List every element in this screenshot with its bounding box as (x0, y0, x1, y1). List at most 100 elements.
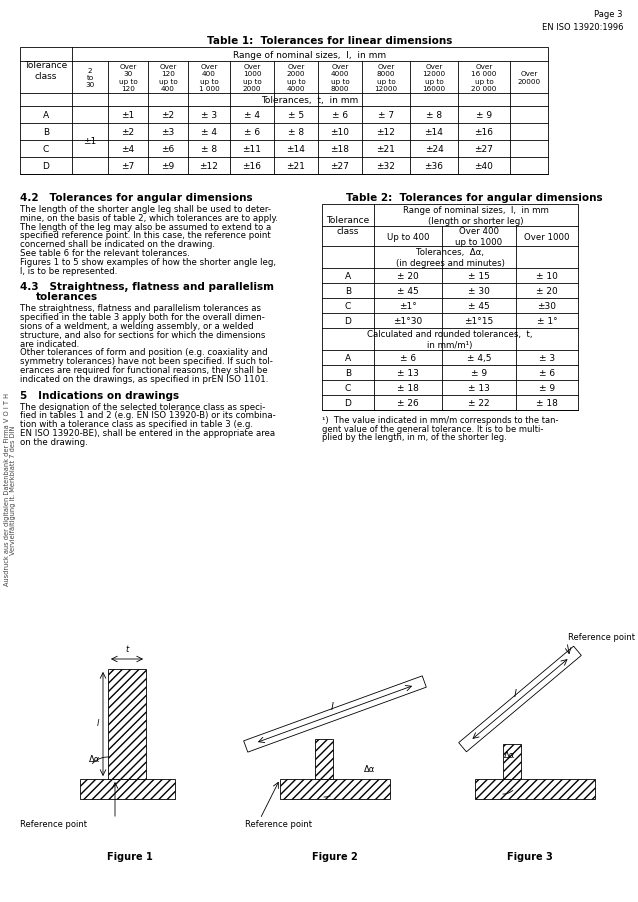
Text: ±21: ±21 (376, 145, 396, 154)
Text: Over
1000
up to
2000: Over 1000 up to 2000 (242, 64, 262, 92)
Text: ±16: ±16 (475, 128, 494, 137)
Text: l: l (96, 719, 99, 728)
Text: Reference point: Reference point (568, 633, 635, 642)
Bar (322, 205, 578, 410)
Text: ±10: ±10 (330, 128, 350, 137)
Text: fied in tables 1 and 2 (e.g. EN ISO 13920-B) or its combina-: fied in tables 1 and 2 (e.g. EN ISO 1392… (20, 411, 276, 420)
Text: ± 6: ± 6 (400, 354, 416, 363)
Text: ±36: ±36 (424, 161, 443, 170)
Text: The length of the shorter angle leg shall be used to deter-: The length of the shorter angle leg shal… (20, 205, 271, 214)
Text: Over
30
up to
120: Over 30 up to 120 (119, 64, 137, 92)
Text: on the drawing.: on the drawing. (20, 437, 88, 446)
Text: Over
4000
up to
8000: Over 4000 up to 8000 (330, 64, 350, 92)
Text: ± 9: ± 9 (476, 111, 492, 120)
Text: are indicated.: are indicated. (20, 339, 79, 348)
Bar (503, 744, 521, 779)
Text: ± 4: ± 4 (244, 111, 260, 120)
Text: ± 13: ± 13 (397, 369, 419, 378)
Text: Figures 1 to 5 show examples of how the shorter angle leg,: Figures 1 to 5 show examples of how the … (20, 257, 276, 266)
Text: Figure 2: Figure 2 (312, 851, 358, 861)
Text: See table 6 for the relevant tolerances.: See table 6 for the relevant tolerances. (20, 249, 189, 258)
Text: A: A (345, 354, 351, 363)
Text: Over
16 000
up to
20 000: Over 16 000 up to 20 000 (471, 64, 497, 92)
Text: ±40: ±40 (475, 161, 493, 170)
Text: Over
20000: Over 20000 (517, 71, 540, 85)
Text: plied by the length, in m, of the shorter leg.: plied by the length, in m, of the shorte… (322, 433, 507, 441)
Text: The straightness, flatness and parallelism tolerances as: The straightness, flatness and paralleli… (20, 304, 261, 313)
Text: ± 4,5: ± 4,5 (467, 354, 491, 363)
Text: ± 30: ± 30 (468, 287, 490, 296)
Text: ±1°30: ±1°30 (394, 317, 422, 326)
Text: Over
12000
up to
16000: Over 12000 up to 16000 (422, 64, 445, 92)
Text: ± 4: ± 4 (201, 128, 217, 137)
Text: Other tolerances of form and position (e.g. coaxiality and: Other tolerances of form and position (e… (20, 348, 267, 357)
Text: ±6: ±6 (161, 145, 175, 154)
Text: Over
8000
up to
12000: Over 8000 up to 12000 (375, 64, 397, 92)
Text: ±7: ±7 (121, 161, 135, 170)
Text: ± 20: ± 20 (536, 287, 558, 296)
Text: ± 8: ± 8 (426, 111, 442, 120)
Text: indicated on the drawings, as specified in prEN ISO 1101.: indicated on the drawings, as specified … (20, 374, 269, 383)
Text: gent value of the general tolerance. It is to be multi-: gent value of the general tolerance. It … (322, 424, 544, 433)
Text: erances are required for functional reasons, they shall be: erances are required for functional reas… (20, 365, 267, 374)
Bar (475, 779, 595, 799)
Text: specified in the table 3 apply both for the overall dimen-: specified in the table 3 apply both for … (20, 313, 265, 322)
Text: B: B (345, 287, 351, 296)
Text: symmetry tolerances) have not been specified. If such tol-: symmetry tolerances) have not been speci… (20, 357, 273, 366)
Text: ± 1°: ± 1° (537, 317, 558, 326)
Text: ±16: ±16 (242, 161, 262, 170)
Text: B: B (43, 128, 49, 137)
Text: ± 5: ± 5 (288, 111, 304, 120)
Text: ±14: ±14 (286, 145, 306, 154)
Text: ±32: ±32 (376, 161, 396, 170)
Text: ±30: ±30 (537, 301, 556, 310)
Text: Figure 3: Figure 3 (507, 851, 553, 861)
Text: ± 7: ± 7 (378, 111, 394, 120)
Text: ±24: ±24 (425, 145, 443, 154)
Polygon shape (244, 676, 426, 752)
Text: ± 8: ± 8 (288, 128, 304, 137)
Text: structure, and also for sections for which the dimensions: structure, and also for sections for whi… (20, 330, 265, 339)
Text: ±1: ±1 (84, 136, 96, 145)
Text: Ausdruck aus der digitalen Datenbank der Firma V O I T H: Ausdruck aus der digitalen Datenbank der… (4, 393, 10, 586)
Text: ± 20: ± 20 (397, 272, 419, 281)
Text: Over
2000
up to
4000: Over 2000 up to 4000 (286, 64, 306, 92)
Text: ±12: ±12 (200, 161, 218, 170)
Text: Δα: Δα (505, 750, 516, 759)
Text: specified reference point. In this case, the reference point: specified reference point. In this case,… (20, 231, 271, 240)
Text: ±2: ±2 (161, 111, 175, 120)
Text: The designation of the selected tolerance class as speci-: The designation of the selected toleranc… (20, 402, 265, 411)
Bar (80, 779, 175, 799)
Text: Reference point: Reference point (245, 820, 312, 829)
Text: Table 1:  Tolerances for linear dimensions: Table 1: Tolerances for linear dimension… (207, 36, 453, 46)
Text: Tolerances,  Δα,
(in degrees and minutes): Tolerances, Δα, (in degrees and minutes) (396, 247, 505, 268)
Text: tolerances: tolerances (36, 292, 98, 302)
Text: mine, on the basis of table 2, which tolerances are to apply.: mine, on the basis of table 2, which tol… (20, 214, 278, 223)
Text: B: B (345, 369, 351, 378)
Text: Tolerances,  t,  in mm: Tolerances, t, in mm (262, 96, 359, 105)
Text: Over 400
up to 1000: Over 400 up to 1000 (456, 226, 503, 247)
Polygon shape (459, 647, 581, 752)
Text: 4.2   Tolerances for angular dimensions: 4.2 Tolerances for angular dimensions (20, 193, 253, 203)
Text: ± 18: ± 18 (536, 399, 558, 408)
Text: sions of a weldment, a welding assembly, or a welded: sions of a weldment, a welding assembly,… (20, 322, 254, 331)
Text: Up to 400: Up to 400 (387, 232, 429, 241)
Text: C: C (345, 301, 351, 310)
Text: Tolerance
class: Tolerance class (24, 60, 68, 81)
Text: ±1: ±1 (121, 111, 135, 120)
Text: ± 3: ± 3 (201, 111, 217, 120)
Text: ± 9: ± 9 (539, 383, 555, 392)
Text: EN ISO 13920-BE), shall be entered in the appropriate area: EN ISO 13920-BE), shall be entered in th… (20, 428, 275, 437)
Text: l, is to be represented.: l, is to be represented. (20, 266, 117, 275)
Bar (20, 48, 548, 175)
Text: Over
400
up to
1 000: Over 400 up to 1 000 (198, 64, 219, 92)
Text: Δα: Δα (364, 765, 376, 774)
Text: Reference point: Reference point (20, 820, 87, 829)
Text: ± 18: ± 18 (397, 383, 419, 392)
Text: ±12: ±12 (376, 128, 396, 137)
Text: Vervielfältigung lt. Merkblatt 7 des DIN: Vervielfältigung lt. Merkblatt 7 des DIN (10, 425, 16, 554)
Text: 4.3   Straightness, flatness and parallelism: 4.3 Straightness, flatness and paralleli… (20, 282, 274, 292)
Text: D: D (43, 161, 49, 170)
Text: ±18: ±18 (330, 145, 350, 154)
Text: Calculated and rounded tolerances,  t,
in mm/m¹): Calculated and rounded tolerances, t, in… (367, 329, 533, 350)
